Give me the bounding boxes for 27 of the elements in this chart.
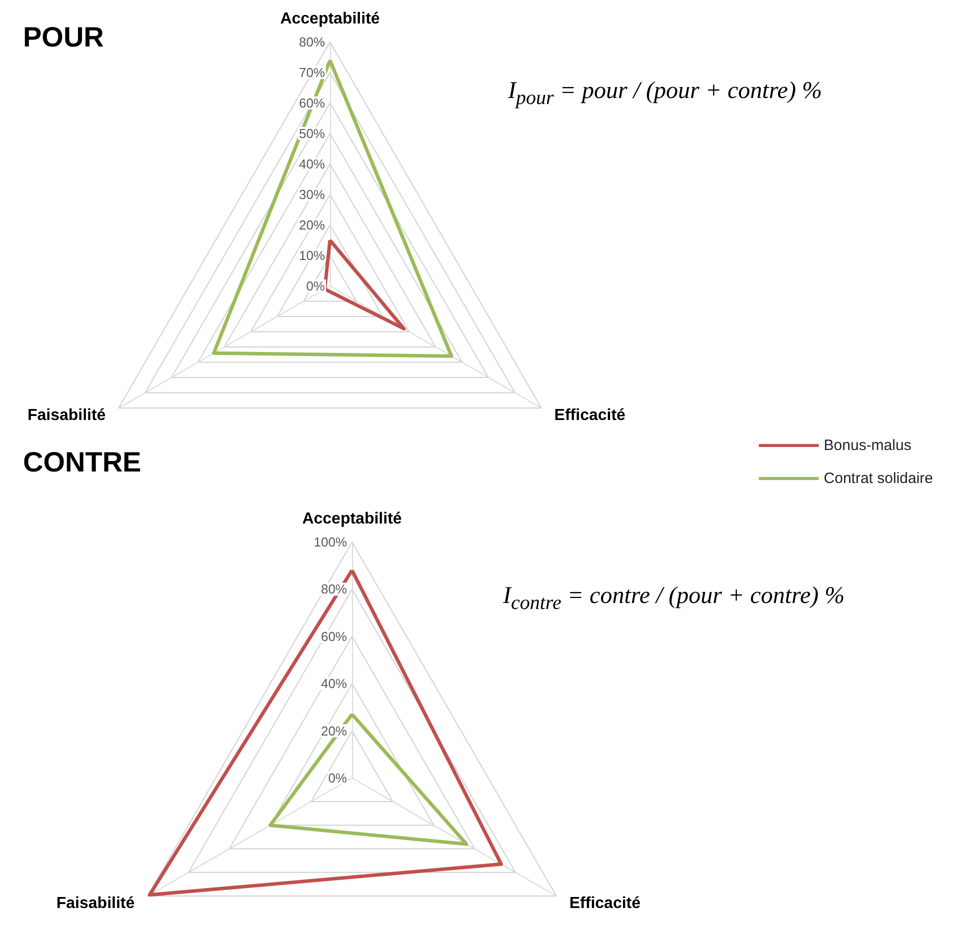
y-tick-label: 10%	[298, 248, 326, 263]
text: I$_{pour}$ = pour / (pour + contre) %	[508, 78, 822, 110]
y-tick-label: 60%	[298, 96, 326, 110]
y-tick-label: 20%	[320, 723, 348, 738]
spoke-label: Acceptabilité	[302, 510, 402, 528]
spoke-label: Faisabilité	[56, 895, 135, 912]
y-tick-label: 0%	[306, 278, 326, 294]
spoke-label: Acceptabilité	[280, 10, 380, 28]
y-tick-label: 100%	[314, 534, 348, 550]
legend-label: Contrat solidaire	[824, 470, 933, 487]
text: I$_{contre}$ = contre / (pour + contre) %	[503, 583, 845, 615]
y-tick-label: 0%	[328, 770, 348, 786]
spoke-label: Efficacité	[554, 407, 626, 424]
y-tick-label: 80%	[320, 582, 348, 597]
y-tick-label: 50%	[298, 126, 326, 141]
chart-title: POUR	[23, 22, 104, 52]
spoke-label: Efficacité	[569, 895, 641, 912]
chart-title: CONTRE	[23, 446, 142, 478]
spoke-label: Faisabilité	[27, 407, 106, 424]
y-tick-label: 40%	[298, 156, 326, 172]
y-tick-label: 80%	[298, 34, 326, 50]
y-tick-label: 40%	[320, 676, 348, 692]
y-tick-label: 20%	[298, 218, 326, 232]
y-tick-label: 70%	[298, 65, 326, 80]
y-tick-label: 60%	[320, 628, 348, 644]
y-tick-label: 30%	[298, 187, 326, 202]
legend-label: Bonus-malus	[824, 437, 912, 454]
